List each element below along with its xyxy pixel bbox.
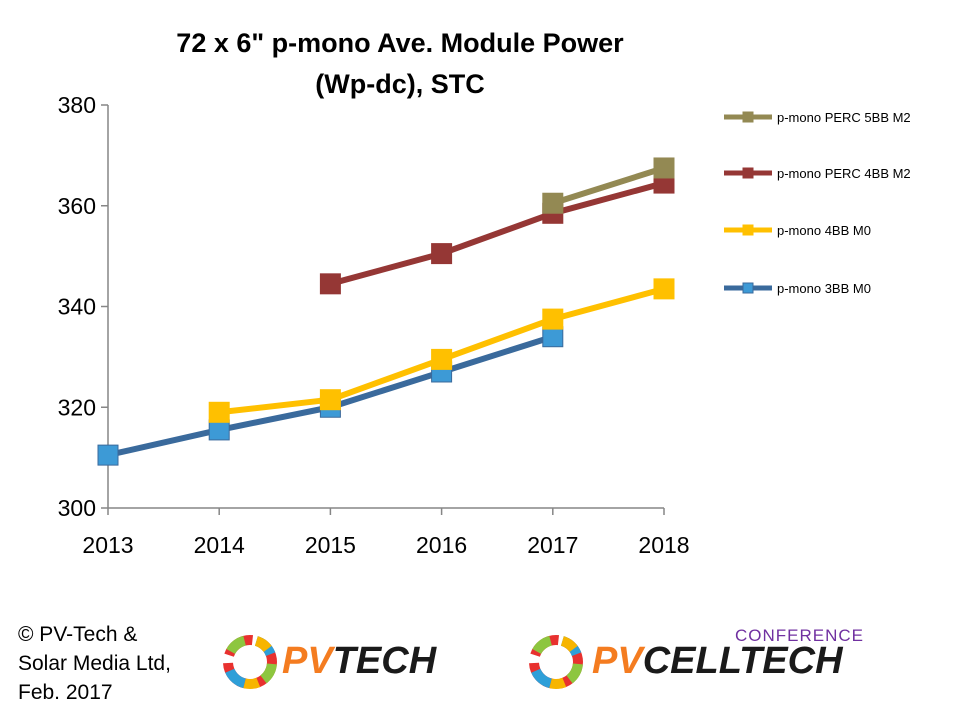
legend-label: p-mono 4BB M0: [777, 223, 871, 238]
legend-item: p-mono 3BB M0: [724, 281, 871, 296]
legend: p-mono PERC 5BB M2 p-mono PERC 4BB M2 p-mo…: [724, 110, 911, 296]
data-point-marker: [97, 444, 119, 466]
data-point-marker: [653, 157, 675, 179]
data-point-marker: [208, 401, 230, 423]
x-tick-label: 2018: [638, 532, 689, 558]
data-point-marker: [319, 273, 341, 295]
pvtech-logo: PVTECH: [222, 632, 472, 692]
series-layer: [97, 157, 675, 466]
pvtech-logo-tech: TECH: [332, 640, 437, 682]
series-line: [549, 164, 667, 207]
copyright-line3: Feb. 2017: [18, 681, 113, 704]
y-tick-label: 300: [58, 495, 96, 521]
pvcelltech-logo-pv: PV: [592, 640, 643, 682]
legend-swatch-marker: [742, 282, 754, 294]
x-tick-label: 2014: [194, 532, 245, 558]
legend-item: p-mono PERC 4BB M2: [724, 166, 911, 181]
pvcelltech-logo-icon: [529, 635, 583, 689]
data-point-marker: [542, 326, 564, 348]
x-tick-label: 2017: [527, 532, 578, 558]
legend-label: p-mono PERC 5BB M2: [777, 110, 911, 125]
pvcelltech-logo: CONFERENCE PVCELLTECH: [528, 626, 928, 692]
series-p-mono-perc-5bb-m2: [542, 157, 675, 214]
data-point-marker: [653, 278, 675, 300]
pvcelltech-logo-celltech: CELLTECH: [642, 640, 843, 682]
legend-label: p-mono PERC 4BB M2: [777, 166, 911, 181]
legend-swatch-marker: [742, 224, 754, 236]
chart-title-line1: 72 x 6" p-mono Ave. Module Power: [176, 28, 624, 58]
data-point-marker: [319, 389, 341, 411]
legend-item: p-mono 4BB M0: [724, 223, 871, 238]
y-tick-label: 380: [58, 92, 96, 118]
pvtech-logo-icon: [223, 635, 277, 689]
data-point-marker: [431, 243, 453, 265]
chart-title-line2: (Wp-dc), STC: [315, 69, 484, 99]
data-point-marker: [542, 192, 564, 214]
copyright-line1: © PV-Tech &: [18, 623, 138, 646]
pvtech-logo-pv: PV: [282, 640, 333, 682]
copyright-line2: Solar Media Ltd,: [18, 652, 171, 675]
y-tick-label: 320: [58, 394, 96, 420]
data-point-marker: [542, 308, 564, 330]
y-tick-label: 340: [58, 294, 96, 320]
series-p-mono-4bb-m0: [208, 278, 675, 423]
series-p-mono-perc-4bb-m2: [319, 172, 675, 295]
pvcelltech-conference-label: CONFERENCE: [735, 626, 865, 645]
y-tick-label: 360: [58, 193, 96, 219]
legend-swatch-marker: [742, 111, 754, 123]
x-tick-label: 2013: [82, 532, 133, 558]
legend-item: p-mono PERC 5BB M2: [724, 110, 911, 125]
legend-label: p-mono 3BB M0: [777, 281, 871, 296]
legend-swatch-marker: [742, 167, 754, 179]
chart: 72 x 6" p-mono Ave. Module Power (Wp-dc)…: [58, 28, 911, 558]
x-tick-label: 2015: [305, 532, 356, 558]
series-line: [327, 180, 667, 287]
x-tick-label: 2016: [416, 532, 467, 558]
copyright-notice: © PV-Tech & Solar Media Ltd, Feb. 2017: [18, 620, 171, 707]
data-point-marker: [431, 348, 453, 370]
axes: 300 320 340 360 380 2013 2014 2015 2016 2017 2018: [58, 92, 690, 558]
data-point-marker: [208, 419, 230, 441]
